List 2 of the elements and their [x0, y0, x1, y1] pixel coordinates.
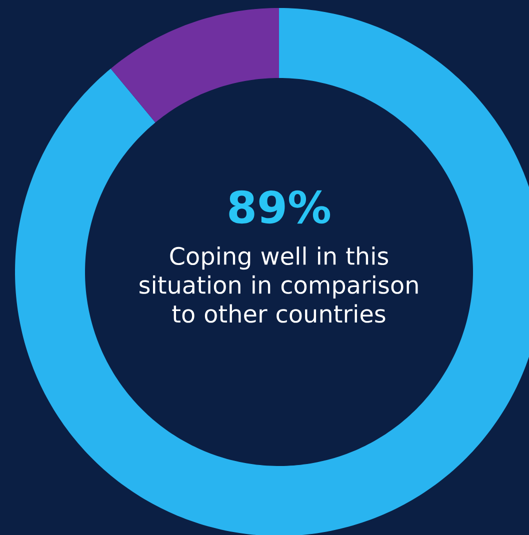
data-label: 89%	[229, 190, 330, 224]
text: Coping well in this situation in comparison to other countries	[140, 246, 418, 323]
